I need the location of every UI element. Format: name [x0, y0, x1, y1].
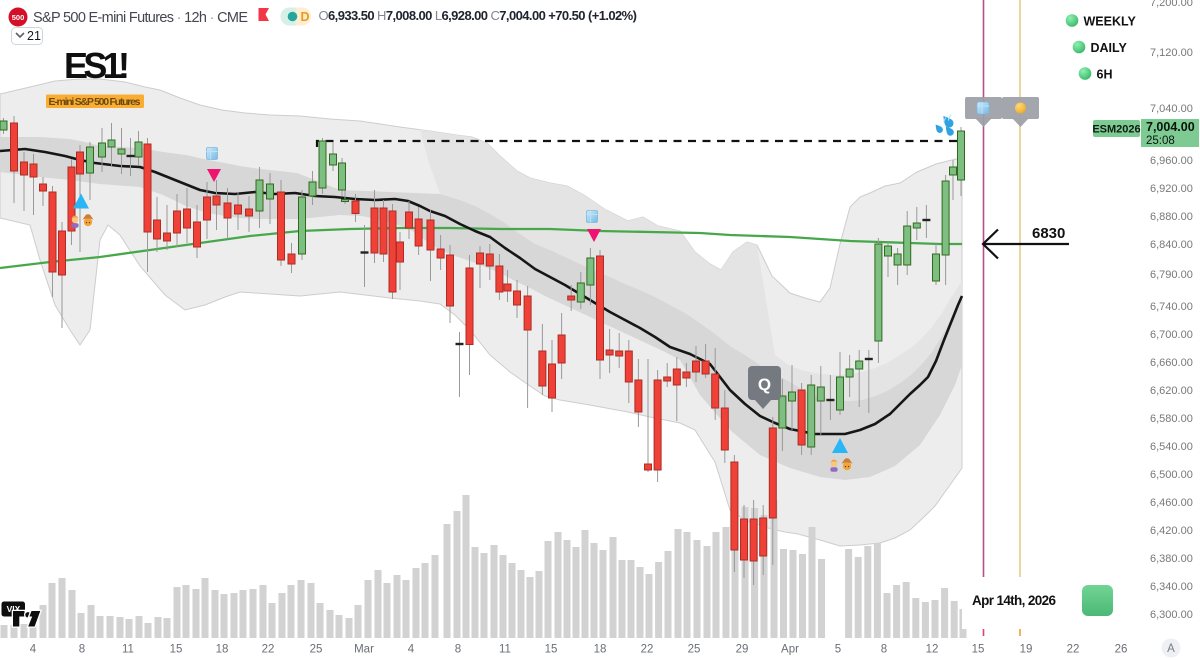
- svg-text:29: 29: [736, 644, 749, 656]
- svg-text:8: 8: [455, 644, 461, 656]
- svg-text:6830: 6830: [1032, 225, 1065, 242]
- svg-text:6,840.00: 6,840.00: [1150, 239, 1193, 251]
- svg-text:Apr 14th, 2026: Apr 14th, 2026: [972, 593, 1056, 608]
- svg-text:D: D: [300, 10, 309, 24]
- svg-text:VIX: VIX: [7, 604, 21, 614]
- svg-text:6,700.00: 6,700.00: [1150, 329, 1193, 341]
- svg-text:11: 11: [122, 644, 134, 656]
- svg-text:15: 15: [972, 644, 985, 656]
- svg-text:6H: 6H: [1097, 67, 1113, 81]
- svg-text:22: 22: [262, 644, 275, 656]
- svg-text:22: 22: [1067, 644, 1080, 656]
- svg-text:15: 15: [545, 644, 558, 656]
- svg-text:Apr: Apr: [781, 644, 799, 656]
- svg-text:Q: Q: [758, 375, 771, 394]
- svg-text:6,460.00: 6,460.00: [1150, 497, 1193, 509]
- svg-text:8: 8: [79, 644, 85, 656]
- svg-text:22: 22: [641, 644, 654, 656]
- svg-text:S&P 500 E-mini Futures · 12h ·: S&P 500 E-mini Futures · 12h · CME: [33, 10, 248, 26]
- svg-text:E-mini S&P 500 Futures: E-mini S&P 500 Futures: [49, 96, 141, 108]
- svg-text:6,790.00: 6,790.00: [1150, 269, 1193, 281]
- svg-text:500: 500: [12, 13, 25, 22]
- svg-text:6,960.00: 6,960.00: [1150, 155, 1193, 167]
- svg-text:WEEKLY: WEEKLY: [1084, 14, 1137, 28]
- svg-text:25: 25: [688, 644, 701, 656]
- svg-text:7,040.00: 7,040.00: [1150, 103, 1193, 115]
- svg-text:18: 18: [594, 644, 607, 656]
- svg-text:ES1!: ES1!: [64, 45, 130, 86]
- svg-text:6,500.00: 6,500.00: [1150, 469, 1193, 481]
- svg-text:ESM2026: ESM2026: [1092, 124, 1140, 136]
- svg-text:6,300.00: 6,300.00: [1150, 609, 1193, 621]
- svg-text:DAILY: DAILY: [1091, 41, 1128, 55]
- svg-text:6,420.00: 6,420.00: [1150, 525, 1193, 537]
- svg-text:4: 4: [408, 644, 415, 656]
- svg-text:7,120.00: 7,120.00: [1150, 47, 1193, 59]
- svg-text:25: 25: [310, 644, 323, 656]
- svg-text:21: 21: [27, 29, 41, 43]
- svg-text:11: 11: [499, 644, 511, 656]
- svg-text:A: A: [1167, 643, 1175, 655]
- svg-text:6,880.00: 6,880.00: [1150, 211, 1193, 223]
- svg-text:6,380.00: 6,380.00: [1150, 553, 1193, 565]
- svg-text:6,540.00: 6,540.00: [1150, 441, 1193, 453]
- svg-text:25:08: 25:08: [1146, 135, 1175, 147]
- svg-text:7,200.00: 7,200.00: [1150, 0, 1193, 9]
- svg-text:6,580.00: 6,580.00: [1150, 413, 1193, 425]
- svg-text:12: 12: [926, 644, 939, 656]
- svg-text:18: 18: [216, 644, 229, 656]
- svg-text:6,920.00: 6,920.00: [1150, 183, 1193, 195]
- svg-text:8: 8: [881, 644, 887, 656]
- svg-text:15: 15: [170, 644, 183, 656]
- svg-text:6,660.00: 6,660.00: [1150, 357, 1193, 369]
- svg-text:Mar: Mar: [354, 644, 374, 656]
- svg-text:6,620.00: 6,620.00: [1150, 385, 1193, 397]
- svg-text:19: 19: [1020, 644, 1033, 656]
- svg-text:5: 5: [835, 644, 841, 656]
- svg-text:26: 26: [1115, 644, 1128, 656]
- svg-text:4: 4: [30, 644, 37, 656]
- svg-text:6,340.00: 6,340.00: [1150, 581, 1193, 593]
- svg-text:7,004.00: 7,004.00: [1146, 120, 1195, 134]
- svg-text:O6,933.50 H7,008.00 L6,928.00: O6,933.50 H7,008.00 L6,928.00 C7,004.00 …: [319, 8, 638, 23]
- svg-text:6,740.00: 6,740.00: [1150, 301, 1193, 313]
